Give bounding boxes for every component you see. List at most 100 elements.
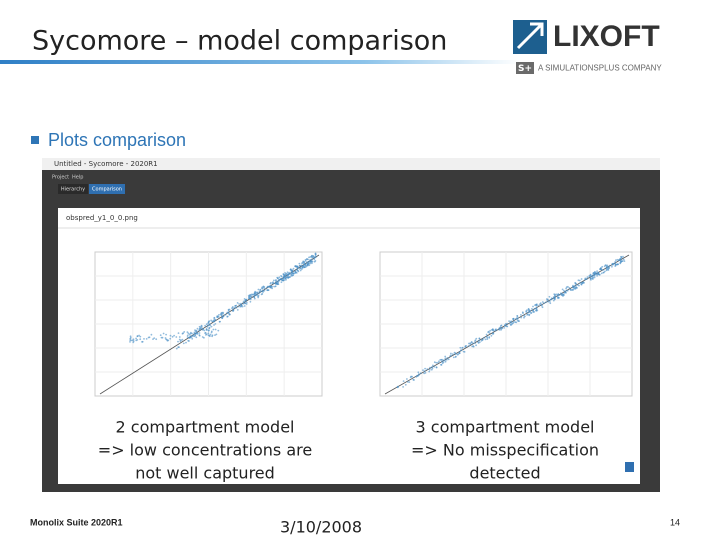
scatter-dot [175,347,178,350]
scatter-dot [533,307,536,310]
bullet-text: Plots comparison [48,130,186,150]
tab-label[interactable]: Hierarchy [61,187,85,193]
scatter-dot [508,320,510,322]
scatter-dot [284,273,287,276]
scatter-dot [204,331,207,334]
scatter-dot [290,274,292,276]
scatter-dot [280,281,283,284]
scatter-dot [520,314,522,316]
scatter-dot [441,360,443,363]
scatter-dot [205,323,208,326]
scatter-dot [253,293,256,296]
scatter-dot [569,289,572,291]
tab-label[interactable]: Comparison [92,187,122,193]
scatter-dot [593,276,596,279]
menu-item[interactable]: Help [72,175,83,181]
scatter-dot [477,341,479,344]
scatter-dot [442,361,445,364]
scatter-dot [548,295,551,298]
scatter-dot [148,336,151,339]
scatter-dot [200,325,203,328]
scatter-dot [300,264,303,267]
scatter-dot [444,359,446,362]
scatter-dot [428,370,431,373]
menu-item[interactable]: Project [52,175,69,181]
scatter-dot [177,346,180,348]
scatter-dot [541,306,544,309]
scatter-dot [489,329,492,332]
scatter-dot [253,297,256,300]
scatter-dot [308,264,311,267]
header-rule [0,60,520,64]
scatter-dot [298,262,301,265]
scatter-dot [532,309,534,312]
scatter-dot [464,346,467,348]
scatter-dot [236,302,239,304]
scatter-dot [622,255,624,258]
scatter-dot [528,309,531,311]
scatter-dot [454,352,457,355]
scatter-dot [615,263,617,266]
scatter-dot [601,265,604,268]
scatter-dot [173,334,176,337]
scatter-dot [528,313,531,316]
scatter-dot [506,325,509,328]
scatter-dot [244,299,247,301]
plot-caption: detected [469,464,540,483]
scatter-dot [235,306,238,309]
scatter-dot [428,369,431,371]
scatter-dot [530,311,532,314]
scatter-dot [481,338,484,341]
scatter-dot [537,304,539,307]
scatter-dot [306,264,309,267]
scatter-dot [139,335,142,338]
app-screenshot: Untitled - Sycomore - 2020R1 Project Hel… [42,158,660,492]
scatter-dot [600,268,603,271]
scatter-dot [145,338,148,340]
scatter-dot [274,285,277,288]
scatter-dot [506,322,509,325]
scatter-dot [192,334,195,337]
scatter-dot [500,324,503,327]
scatter-dot [578,284,580,287]
tab-active[interactable] [89,184,125,194]
scatter-dot [218,314,220,316]
scatter-dot [304,260,307,262]
scatter-dot [226,315,229,318]
scatter-dot [432,364,434,367]
scatter-dots [396,255,626,389]
app-title: Untitled - Sycomore - 2020R1 [54,160,158,168]
scatter-dot [604,264,607,266]
scatter-dot [216,316,219,318]
scatter-dot [417,371,420,374]
scatter-dot [536,309,539,312]
scatter-dot [165,333,168,336]
scatter-dot [296,269,299,272]
scatter-dot [454,356,457,358]
scatter-dot [198,334,201,337]
scatter-dot [311,262,313,265]
scatter-dot [586,276,589,279]
tab[interactable] [58,184,88,194]
scatter-dot [177,332,180,334]
scatter-dot [205,334,207,336]
scatter-dot [212,320,215,323]
scatter-dot [402,386,404,388]
scatter-dot [408,381,411,383]
scatter-dot [178,336,181,338]
scatter-dot [217,329,220,332]
scatter-dot [579,281,582,284]
scatter-dot [141,340,144,343]
scatter-dot [459,346,462,349]
scatter-dot [135,337,138,340]
scatter-dot [478,341,481,343]
scatter-dot [290,271,293,274]
slide-title: Sycomore – model comparison [32,26,447,57]
scatter-dot [543,302,545,305]
scatter-dot [267,285,269,288]
scatter-dot [169,334,172,337]
scatter-dot [196,327,199,330]
scatter-dot [549,302,552,305]
scatter-dot [227,312,229,314]
